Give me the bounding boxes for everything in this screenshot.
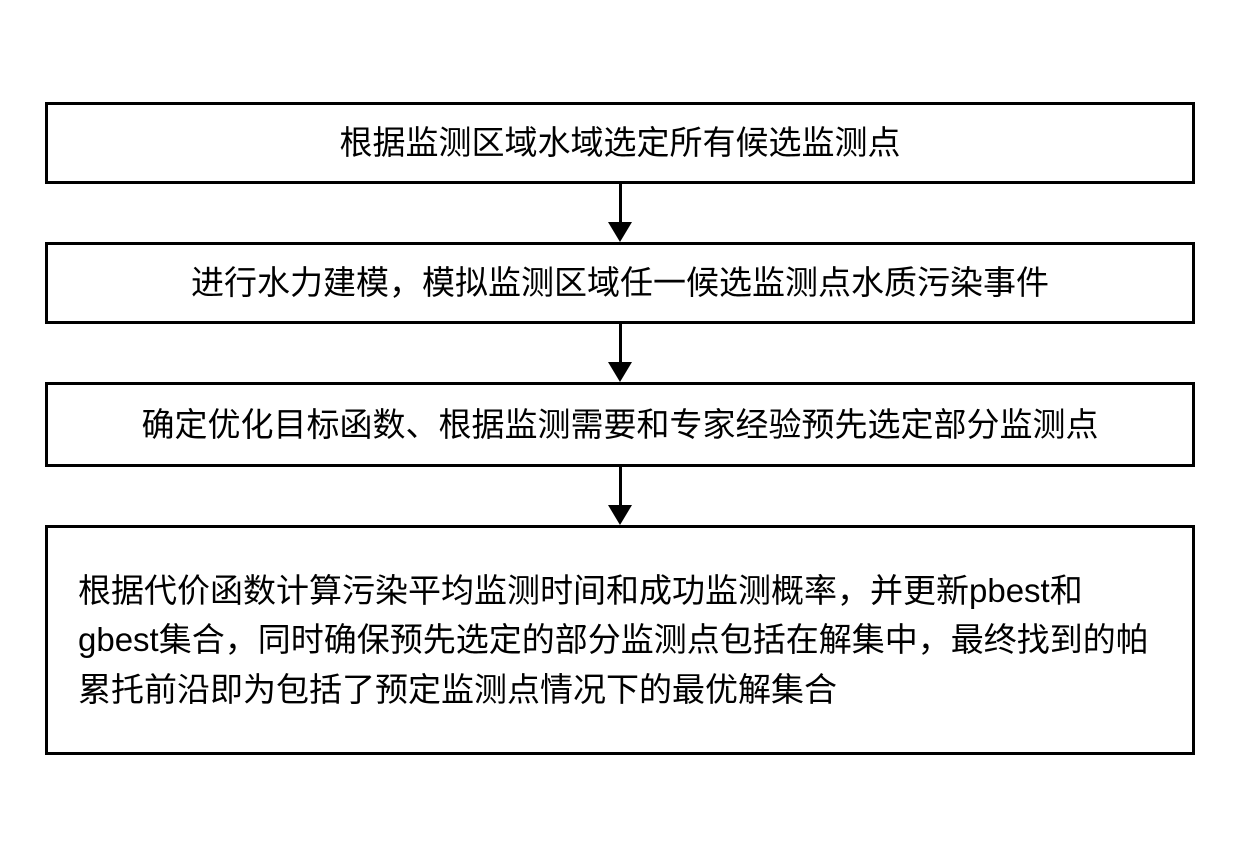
arrow-2 bbox=[608, 324, 632, 382]
arrow-line bbox=[619, 467, 622, 505]
arrow-1 bbox=[608, 184, 632, 242]
flowchart-step-3: 确定优化目标函数、根据监测需要和专家经验预先选定部分监测点 bbox=[45, 382, 1195, 467]
arrow-head-icon bbox=[608, 505, 632, 525]
step-text: 根据代价函数计算污染平均监测时间和成功监测概率，并更新pbest和gbest集合… bbox=[68, 566, 1172, 715]
flowchart-container: 根据监测区域水域选定所有候选监测点 进行水力建模，模拟监测区域任一候选监测点水质… bbox=[45, 102, 1195, 755]
arrow-line bbox=[619, 184, 622, 222]
flowchart-step-2: 进行水力建模，模拟监测区域任一候选监测点水质污染事件 bbox=[45, 242, 1195, 324]
step-text: 进行水力建模，模拟监测区域任一候选监测点水质污染事件 bbox=[191, 258, 1049, 308]
flowchart-step-4: 根据代价函数计算污染平均监测时间和成功监测概率，并更新pbest和gbest集合… bbox=[45, 525, 1195, 755]
step-text: 根据监测区域水域选定所有候选监测点 bbox=[340, 118, 901, 168]
arrow-line bbox=[619, 324, 622, 362]
step-text: 确定优化目标函数、根据监测需要和专家经验预先选定部分监测点 bbox=[142, 400, 1099, 450]
arrow-head-icon bbox=[608, 362, 632, 382]
arrow-3 bbox=[608, 467, 632, 525]
arrow-head-icon bbox=[608, 222, 632, 242]
flowchart-step-1: 根据监测区域水域选定所有候选监测点 bbox=[45, 102, 1195, 184]
